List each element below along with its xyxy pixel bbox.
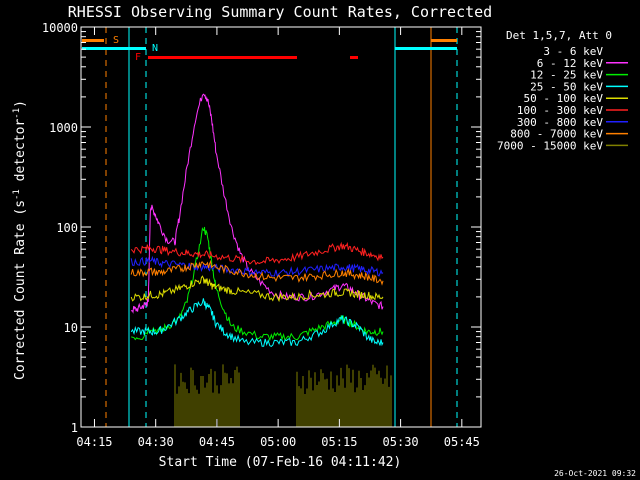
legend-label-8: 7000 - 15000 keV	[497, 139, 603, 152]
series-line-8-comb	[174, 364, 392, 427]
night-bar-right	[395, 47, 457, 50]
x-tick-label: 04:45	[199, 435, 235, 449]
series-line-7	[130, 259, 384, 286]
y-tick-label: 1	[71, 421, 78, 435]
legend-label-6: 300 - 800 keV	[517, 116, 603, 129]
legend-title: Det 1,5,7, Att 0	[506, 29, 612, 42]
flare-bar	[148, 56, 297, 59]
saa-marker-label: S	[113, 35, 119, 46]
legend-label-3: 25 - 50 keV	[530, 80, 603, 93]
x-tick-label: 05:45	[444, 435, 480, 449]
legend-label-5: 100 - 300 keV	[517, 104, 603, 117]
flare-bar-2	[350, 56, 358, 59]
y-axis-label-end: )	[13, 100, 28, 108]
series-line-5	[130, 241, 384, 266]
y-axis-label-sup1: -1	[12, 189, 22, 200]
x-tick-label: 04:30	[138, 435, 174, 449]
saa-bar-left	[82, 39, 104, 42]
legend-label-4: 50 - 100 keV	[524, 92, 604, 105]
x-tick-label: 04:15	[76, 435, 112, 449]
legend-label-0: 3 - 6 keV	[543, 45, 603, 58]
x-ticks: 04:15 04:30 04:45 05:00 05:15 05:30 05:45	[76, 27, 480, 449]
svg-text:Corrected Count Rate (s-1 dete: Corrected Count Rate (s-1 detector-1)	[12, 100, 28, 380]
series-group	[130, 93, 392, 427]
observing-bands: S NF	[82, 27, 458, 427]
series-line-1	[130, 93, 384, 314]
series-line-3	[130, 298, 384, 347]
y-axis-label-sup2: -1	[12, 108, 22, 119]
legend-label-1: 6 - 12 keV	[537, 57, 604, 70]
flare-marker-label: F	[135, 52, 141, 63]
axes	[80, 26, 482, 428]
plot-frame	[80, 26, 482, 428]
legend-label-2: 12 - 25 keV	[530, 69, 603, 82]
chart-title: RHESSI Observing Summary Count Rates, Co…	[68, 3, 492, 21]
y-ticks: 1 10 100 1000 10000	[42, 21, 481, 435]
timestamp: 26-Oct-2021 09:32	[554, 469, 636, 478]
y-axis-label-tail: detector	[13, 119, 28, 190]
x-tick-label: 05:30	[383, 435, 419, 449]
series-line-0	[130, 134, 384, 286]
y-tick-label: 100	[56, 221, 78, 235]
y-tick-label: 10000	[42, 21, 78, 35]
night-bar-left	[82, 47, 146, 50]
series-line-4	[130, 275, 384, 303]
y-axis-label-main: Corrected Count Rate (s	[13, 200, 28, 380]
y-tick-label: 1000	[49, 121, 78, 135]
legend-label-7: 800 - 7000 keV	[510, 128, 603, 141]
x-tick-label: 05:00	[260, 435, 296, 449]
night-marker-label: N	[152, 43, 158, 54]
x-axis-label: Start Time (07-Feb-16 04:11:42)	[159, 455, 402, 470]
saa-bar-right	[431, 39, 457, 42]
y-axis-label: Corrected Count Rate (s-1 detector-1)	[12, 100, 28, 380]
y-tick-label: 10	[64, 321, 78, 335]
series-line-6	[130, 255, 384, 278]
x-tick-label: 05:15	[321, 435, 357, 449]
